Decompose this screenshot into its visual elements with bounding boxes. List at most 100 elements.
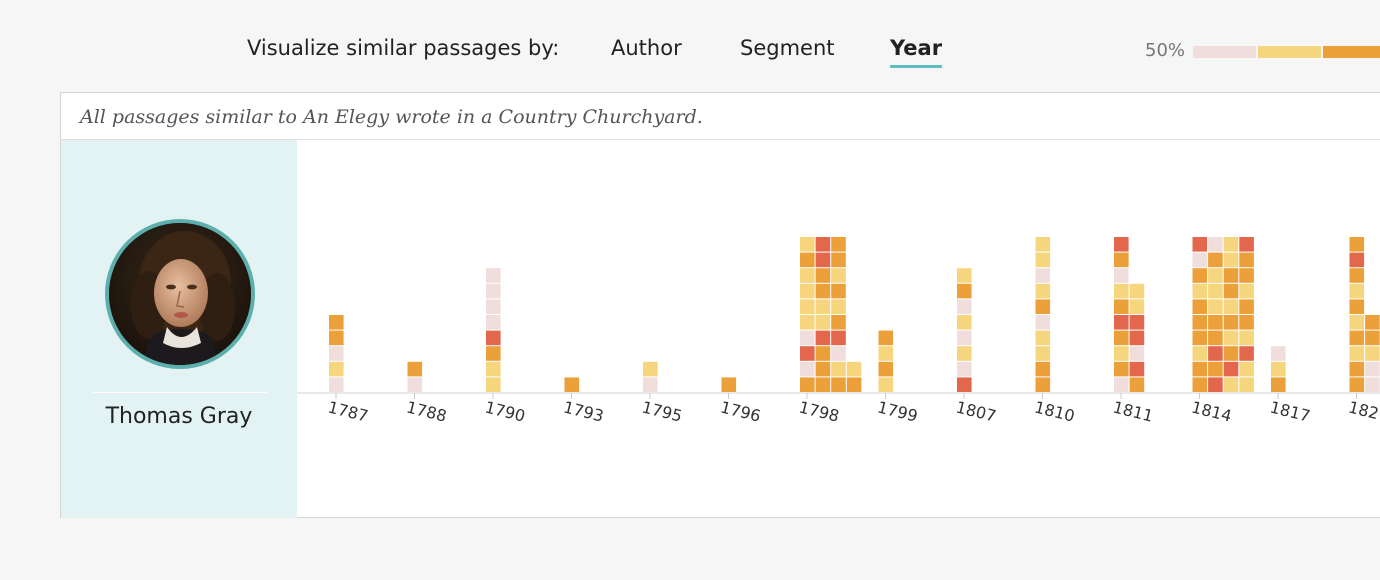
cell-1788-s0-r0[interactable]	[407, 377, 423, 392]
cell-1811-s0-r2[interactable]	[1114, 346, 1129, 361]
cell-1814-s2-r1[interactable]	[1223, 361, 1239, 377]
cell-1798-s2-r3[interactable]	[831, 330, 846, 346]
cell-1798-s2-r0[interactable]	[831, 377, 846, 392]
cell-182-s0-r8[interactable]	[1349, 252, 1365, 268]
cell-1811-s1-r3[interactable]	[1129, 330, 1145, 346]
cell-1814-s2-r6[interactable]	[1223, 283, 1239, 299]
cell-1807-s0-r3[interactable]	[957, 330, 972, 346]
cell-1798-s2-r6[interactable]	[831, 283, 846, 299]
cell-1814-s0-r2[interactable]	[1192, 346, 1208, 361]
cell-1798-s2-r5[interactable]	[831, 299, 846, 314]
cell-1814-s1-r0[interactable]	[1208, 377, 1223, 392]
cell-1790-s0-r7[interactable]	[486, 268, 501, 283]
cell-182-s0-r3[interactable]	[1349, 330, 1365, 346]
cell-1817-s0-r0[interactable]	[1271, 377, 1286, 392]
cell-1814-s3-r9[interactable]	[1239, 237, 1254, 252]
cell-1807-s0-r4[interactable]	[957, 315, 972, 330]
cell-1811-s0-r3[interactable]	[1114, 330, 1129, 346]
cell-1798-s0-r7[interactable]	[800, 268, 815, 283]
cell-1814-s0-r9[interactable]	[1192, 237, 1208, 252]
cell-1814-s0-r7[interactable]	[1192, 268, 1208, 283]
cell-1810-s0-r9[interactable]	[1035, 237, 1051, 252]
cell-1811-s0-r8[interactable]	[1114, 252, 1129, 268]
cell-1798-s1-r7[interactable]	[815, 268, 831, 283]
cell-1798-s1-r0[interactable]	[815, 377, 831, 392]
cell-1810-s0-r7[interactable]	[1035, 268, 1051, 283]
cell-1810-s0-r4[interactable]	[1035, 315, 1051, 330]
cell-1811-s0-r9[interactable]	[1114, 237, 1129, 252]
cell-1814-s1-r4[interactable]	[1208, 315, 1223, 330]
tab-author[interactable]: Author	[611, 36, 682, 60]
cell-182-s0-r1[interactable]	[1349, 361, 1365, 377]
cell-1798-s0-r5[interactable]	[800, 299, 815, 314]
cell-1798-s2-r8[interactable]	[831, 252, 846, 268]
cell-1814-s2-r2[interactable]	[1223, 346, 1239, 361]
cell-182-s1-r3[interactable]	[1365, 330, 1380, 346]
cell-1811-s0-r1[interactable]	[1114, 361, 1129, 377]
cell-1807-s0-r0[interactable]	[957, 377, 972, 392]
cell-182-s0-r6[interactable]	[1349, 283, 1365, 299]
cell-1798-s1-r9[interactable]	[815, 237, 831, 252]
cell-1799-s0-r2[interactable]	[878, 346, 894, 361]
cell-1798-s2-r7[interactable]	[831, 268, 846, 283]
cell-1810-s0-r6[interactable]	[1035, 283, 1051, 299]
cell-1798-s0-r9[interactable]	[800, 237, 815, 252]
cell-1814-s1-r9[interactable]	[1208, 237, 1223, 252]
cell-1795-s0-r1[interactable]	[643, 361, 658, 377]
cell-1807-s0-r6[interactable]	[957, 283, 972, 299]
cell-1798-s1-r3[interactable]	[815, 330, 831, 346]
cell-1814-s1-r1[interactable]	[1208, 361, 1223, 377]
cell-182-s0-r7[interactable]	[1349, 268, 1365, 283]
cell-1810-s0-r1[interactable]	[1035, 361, 1051, 377]
cell-1790-s0-r3[interactable]	[486, 330, 501, 346]
cell-1798-s1-r4[interactable]	[815, 315, 831, 330]
cell-1787-s0-r4[interactable]	[329, 315, 344, 330]
cell-1795-s0-r0[interactable]	[643, 377, 658, 392]
cell-182-s0-r2[interactable]	[1349, 346, 1365, 361]
cell-1811-s1-r6[interactable]	[1129, 283, 1145, 299]
cell-1814-s1-r7[interactable]	[1208, 268, 1223, 283]
cell-1798-s0-r2[interactable]	[800, 346, 815, 361]
cell-1814-s2-r8[interactable]	[1223, 252, 1239, 268]
cell-182-s0-r9[interactable]	[1349, 237, 1365, 252]
cell-1787-s0-r2[interactable]	[329, 346, 344, 361]
cell-1814-s3-r1[interactable]	[1239, 361, 1254, 377]
cell-1807-s0-r1[interactable]	[957, 361, 972, 377]
cell-1798-s2-r4[interactable]	[831, 315, 846, 330]
tab-year[interactable]: Year	[890, 36, 943, 68]
cell-1798-s0-r1[interactable]	[800, 361, 815, 377]
cell-1814-s2-r3[interactable]	[1223, 330, 1239, 346]
cell-182-s1-r2[interactable]	[1365, 346, 1380, 361]
cell-1798-s0-r3[interactable]	[800, 330, 815, 346]
cell-1814-s0-r3[interactable]	[1192, 330, 1208, 346]
cell-1799-s0-r1[interactable]	[878, 361, 894, 377]
cell-1811-s1-r0[interactable]	[1129, 377, 1145, 392]
cell-1787-s0-r3[interactable]	[329, 330, 344, 346]
cell-1811-s0-r6[interactable]	[1114, 283, 1129, 299]
cell-1807-s0-r5[interactable]	[957, 299, 972, 314]
cell-1790-s0-r6[interactable]	[486, 283, 501, 299]
cell-1798-s1-r2[interactable]	[815, 346, 831, 361]
cell-1798-s0-r4[interactable]	[800, 315, 815, 330]
cell-1814-s3-r6[interactable]	[1239, 283, 1254, 299]
cell-1798-s0-r6[interactable]	[800, 283, 815, 299]
cell-1811-s0-r7[interactable]	[1114, 268, 1129, 283]
cell-1811-s0-r0[interactable]	[1114, 377, 1129, 392]
cell-1798-s1-r8[interactable]	[815, 252, 831, 268]
cell-1790-s0-r2[interactable]	[486, 346, 501, 361]
cell-182-s0-r4[interactable]	[1349, 315, 1365, 330]
cell-1798-s3-r0[interactable]	[846, 377, 862, 392]
cell-1798-s2-r2[interactable]	[831, 346, 846, 361]
cell-1814-s1-r8[interactable]	[1208, 252, 1223, 268]
cell-1810-s0-r0[interactable]	[1035, 377, 1051, 392]
cell-1814-s3-r2[interactable]	[1239, 346, 1254, 361]
cell-182-s0-r0[interactable]	[1349, 377, 1365, 392]
cell-1798-s1-r1[interactable]	[815, 361, 831, 377]
cell-1790-s0-r5[interactable]	[486, 299, 501, 314]
cell-1798-s2-r1[interactable]	[831, 361, 846, 377]
cell-1788-s0-r1[interactable]	[407, 361, 423, 377]
cell-1814-s3-r5[interactable]	[1239, 299, 1254, 314]
cell-1814-s2-r4[interactable]	[1223, 315, 1239, 330]
cell-1798-s3-r1[interactable]	[846, 361, 862, 377]
cell-182-s1-r0[interactable]	[1365, 377, 1380, 392]
